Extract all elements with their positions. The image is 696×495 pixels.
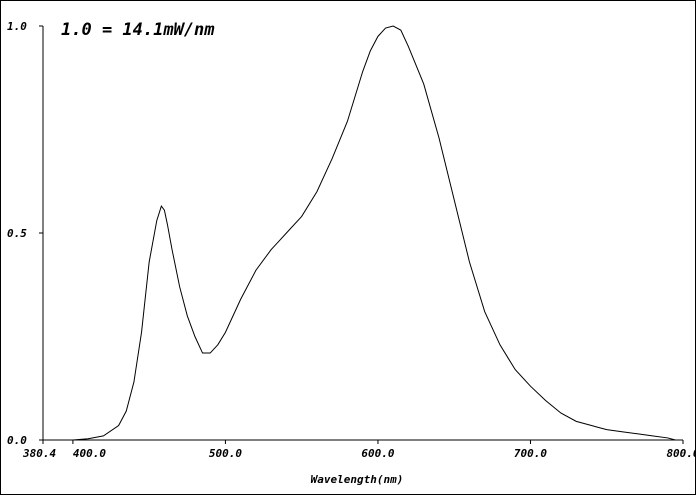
- x-tick-label: 700.0: [514, 447, 547, 460]
- y-axis-ticks: 1.0 0.5 0.0: [7, 20, 43, 447]
- x-tick-label: 400.0: [73, 447, 106, 460]
- spectrum-line: [72, 25, 676, 441]
- x-tick-label: 800.0: [666, 447, 696, 460]
- y-tick-label: 1.0: [7, 20, 27, 33]
- y-tick-label: 0.0: [7, 434, 27, 447]
- y-tick-label: 0.5: [7, 227, 27, 240]
- x-tick-label: 380.4: [22, 447, 56, 460]
- x-tick-label: 500.0: [209, 447, 242, 460]
- x-axis-ticks: 380.4 400.0 500.0 600.0 700.0 800.0: [22, 440, 696, 460]
- chart-title: 1.0 = 14.1mW/nm: [61, 20, 215, 40]
- x-axis-label: Wavelength(nm): [311, 473, 404, 486]
- x-tick-label: 600.0: [361, 447, 394, 460]
